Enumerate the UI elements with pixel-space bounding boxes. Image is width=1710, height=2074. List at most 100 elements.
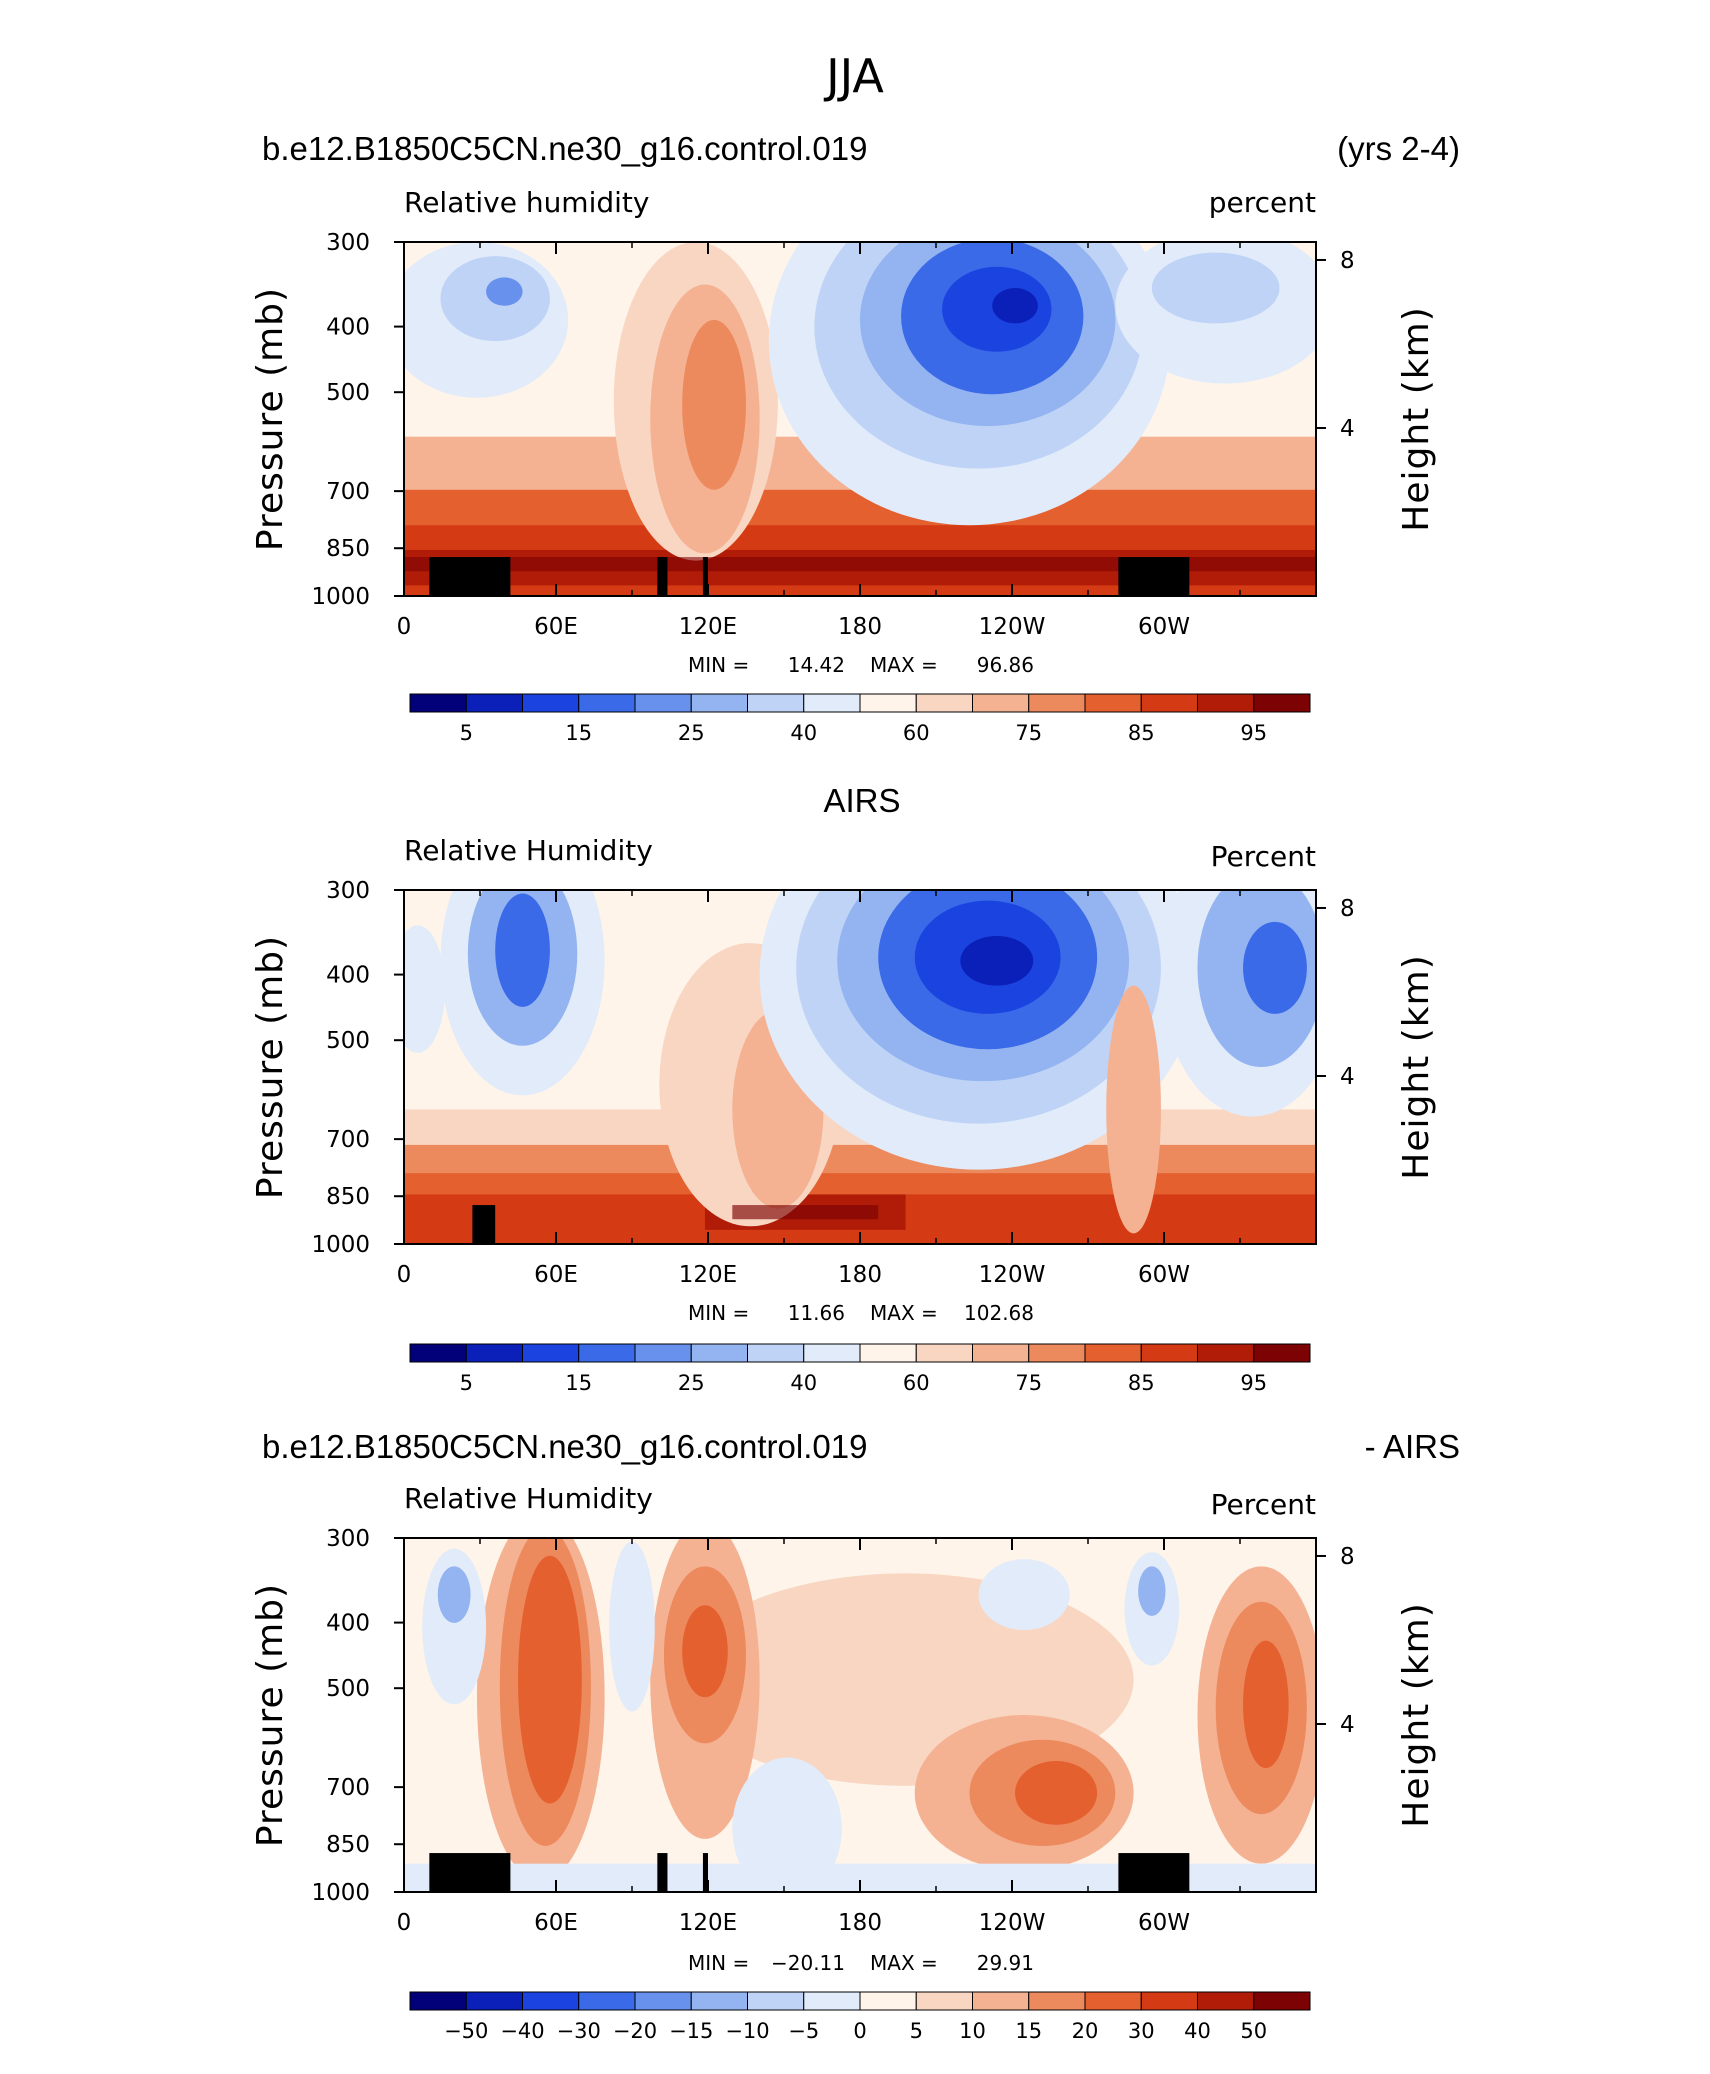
x-tick-label: 180 bbox=[838, 614, 882, 640]
panel-header-left: b.e12.B1850C5CN.ne30_g16.control.019 bbox=[262, 1428, 867, 1465]
colorbar-box bbox=[803, 693, 861, 713]
y2-axis-label: Height (km) bbox=[1396, 1602, 1437, 1827]
field-contour bbox=[682, 1605, 728, 1698]
x-tick-label: 120E bbox=[679, 1262, 737, 1288]
colorbar-box bbox=[1028, 693, 1086, 713]
colorbar-label: 5 bbox=[460, 1371, 473, 1395]
colorbar-label: 15 bbox=[565, 1371, 592, 1395]
x-tick-label: 180 bbox=[838, 1262, 882, 1288]
colorbar-label: 40 bbox=[790, 721, 817, 745]
y-tick-label: 400 bbox=[326, 963, 370, 989]
colorbar-box bbox=[747, 693, 805, 713]
contour-field bbox=[404, 242, 1316, 596]
y-tick-label: 1000 bbox=[311, 584, 370, 610]
colorbar-box bbox=[578, 1343, 636, 1363]
stat-min-label: MIN = bbox=[688, 1951, 749, 1975]
topography-block bbox=[1118, 557, 1190, 596]
field-band bbox=[732, 1205, 879, 1220]
colorbar-box bbox=[522, 1343, 580, 1363]
field-contour bbox=[682, 319, 747, 490]
field-contour bbox=[732, 1757, 842, 1892]
colorbar-box bbox=[859, 1343, 917, 1363]
colorbar-label: −20 bbox=[613, 2019, 657, 2043]
colorbar-label: 75 bbox=[1015, 721, 1042, 745]
y2-axis-label: Height (km) bbox=[1396, 306, 1437, 531]
field-contour bbox=[1243, 1640, 1289, 1769]
field-contour bbox=[437, 1566, 471, 1623]
x-tick-label: 0 bbox=[397, 1262, 412, 1288]
colorbar-box bbox=[522, 693, 580, 713]
field-contour bbox=[404, 925, 446, 1053]
colorbar-label: 95 bbox=[1240, 721, 1267, 745]
colorbar-box bbox=[1253, 1991, 1311, 2011]
y2-tick-label: 4 bbox=[1340, 1712, 1355, 1738]
x-tick-label: 60W bbox=[1138, 614, 1190, 640]
stat-max-label: MAX = bbox=[870, 1301, 938, 1325]
topography-block bbox=[429, 1853, 511, 1892]
colorbar-box bbox=[915, 1343, 973, 1363]
topography-block bbox=[657, 557, 668, 596]
stat-max-label: MAX = bbox=[870, 1951, 938, 1975]
colorbar-box bbox=[915, 1991, 973, 2011]
colorbar-box bbox=[634, 693, 692, 713]
colorbar-box bbox=[1084, 1991, 1142, 2011]
panel-subtitle-right: Percent bbox=[1211, 1488, 1316, 1521]
field-contour bbox=[422, 1548, 487, 1705]
field-contour bbox=[1151, 252, 1280, 324]
stat-max-value: 102.68 bbox=[964, 1301, 1034, 1325]
colorbar-box bbox=[1140, 1991, 1198, 2011]
colorbar-box bbox=[915, 693, 973, 713]
panel-subtitle-left: Relative humidity bbox=[404, 186, 649, 219]
x-tick-label: 120W bbox=[979, 1262, 1046, 1288]
field-contour bbox=[495, 893, 550, 1007]
colorbar-box bbox=[1084, 1343, 1142, 1363]
colorbar-box bbox=[690, 1343, 748, 1363]
figure-title: JJA bbox=[823, 49, 884, 103]
field-band bbox=[404, 557, 1316, 572]
panel-header-right: (yrs 2-4) bbox=[1337, 130, 1460, 167]
colorbar-label: 15 bbox=[1015, 2019, 1042, 2043]
colorbar-label: −5 bbox=[788, 2019, 819, 2043]
stat-min-label: MIN = bbox=[688, 653, 749, 677]
y-axis-label: Pressure (mb) bbox=[250, 287, 291, 551]
panel-header-center: AIRS bbox=[823, 782, 900, 819]
colorbar-box bbox=[690, 1991, 748, 2011]
field-contour bbox=[518, 1555, 582, 1804]
topography-block bbox=[472, 1205, 496, 1244]
colorbar-label: −15 bbox=[669, 2019, 713, 2043]
panel-subtitle-right: Percent bbox=[1211, 840, 1316, 873]
colorbar-box bbox=[522, 1991, 580, 2011]
colorbar-label: 20 bbox=[1072, 2019, 1099, 2043]
topography-block bbox=[429, 557, 511, 596]
colorbar-box bbox=[803, 1343, 861, 1363]
y-tick-label: 500 bbox=[326, 1676, 370, 1702]
y-tick-label: 500 bbox=[326, 380, 370, 406]
x-tick-label: 60E bbox=[534, 1262, 578, 1288]
y-tick-label: 1000 bbox=[311, 1880, 370, 1906]
panel-header-left: b.e12.B1850C5CN.ne30_g16.control.019 bbox=[262, 130, 867, 167]
topography-block bbox=[702, 1853, 708, 1892]
topography-block bbox=[657, 1853, 668, 1892]
y-tick-label: 850 bbox=[326, 1832, 370, 1858]
colorbar-label: 60 bbox=[903, 721, 930, 745]
colorbar-label: −40 bbox=[500, 2019, 544, 2043]
colorbar-box bbox=[1140, 1343, 1198, 1363]
y2-tick-label: 8 bbox=[1340, 248, 1355, 274]
stat-max-label: MAX = bbox=[870, 653, 938, 677]
colorbar-box bbox=[972, 1991, 1030, 2011]
y-axis-label: Pressure (mb) bbox=[250, 1583, 291, 1847]
stat-min-value: 11.66 bbox=[788, 1301, 845, 1325]
field-contour bbox=[486, 277, 523, 306]
colorbar-box bbox=[465, 1991, 523, 2011]
field-contour bbox=[1106, 985, 1161, 1234]
contour-field bbox=[404, 890, 1316, 1244]
topography-block bbox=[702, 557, 708, 596]
field-contour bbox=[1015, 1761, 1098, 1825]
x-tick-label: 60W bbox=[1138, 1910, 1190, 1936]
colorbar-box bbox=[1253, 1343, 1311, 1363]
x-tick-label: 0 bbox=[397, 614, 412, 640]
y-tick-label: 700 bbox=[326, 1775, 370, 1801]
panel-subtitle-left: Relative Humidity bbox=[404, 1482, 653, 1515]
colorbar-label: 75 bbox=[1015, 1371, 1042, 1395]
